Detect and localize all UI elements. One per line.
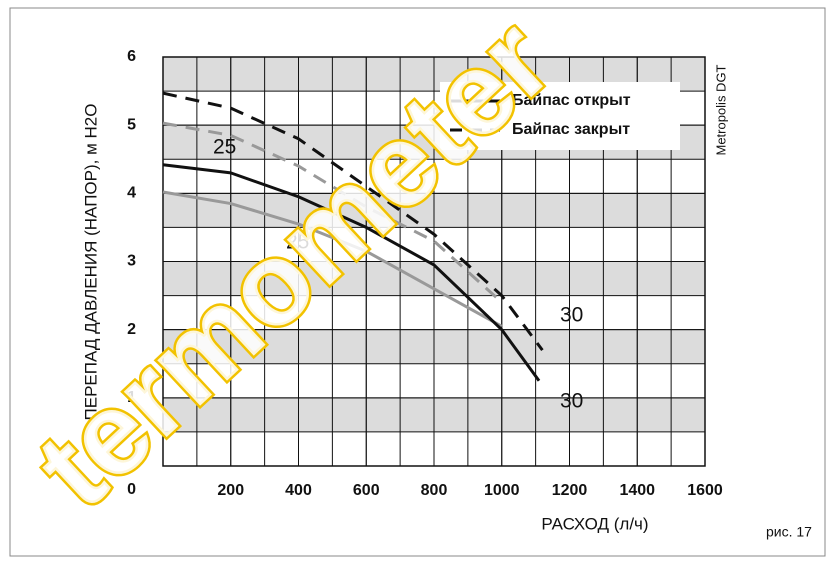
- caption: рис. 17: [766, 524, 812, 540]
- y-axis-label: ПЕРЕПАД ДАВЛЕНИЯ (НАПОР), м H2O: [81, 104, 100, 421]
- y-tick-label: 0: [127, 481, 136, 498]
- y-tick-label: 5: [127, 116, 136, 133]
- curve-label: 30: [560, 304, 583, 327]
- curve-label: 25: [286, 231, 309, 254]
- y-tick-label: 2: [127, 321, 136, 338]
- curve: [162, 91, 544, 352]
- x-tick-label: 200: [217, 482, 244, 499]
- x-tick-label: 1400: [619, 482, 655, 499]
- y-tick-label: 1: [127, 389, 136, 406]
- frame: [9, 7, 826, 557]
- x-tick-label: 1600: [687, 482, 723, 499]
- legend-box: [440, 82, 680, 150]
- x-tick-label: 1200: [552, 482, 588, 499]
- y-tick-label: 3: [127, 253, 136, 270]
- curve-label: 30: [560, 390, 583, 413]
- x-tick-label: 400: [285, 482, 312, 499]
- x-tick-label: 800: [421, 482, 448, 499]
- curve: [162, 121, 503, 304]
- x-tick-label: 1000: [484, 482, 520, 499]
- y-tick-label: 6: [127, 48, 136, 65]
- y-tick-label: 4: [127, 185, 136, 202]
- curve-label: 25: [213, 136, 236, 159]
- plot: [162, 56, 706, 467]
- side-label: Metropolis DGT: [713, 64, 728, 155]
- x-tick-label: 600: [353, 482, 380, 499]
- curve: [162, 163, 541, 382]
- legend-label: Байпас закрыт: [512, 121, 630, 138]
- curve: [162, 190, 503, 328]
- legend-label: Байпас открыт: [512, 92, 631, 109]
- x-axis-label: РАСХОД (л/ч): [541, 514, 648, 533]
